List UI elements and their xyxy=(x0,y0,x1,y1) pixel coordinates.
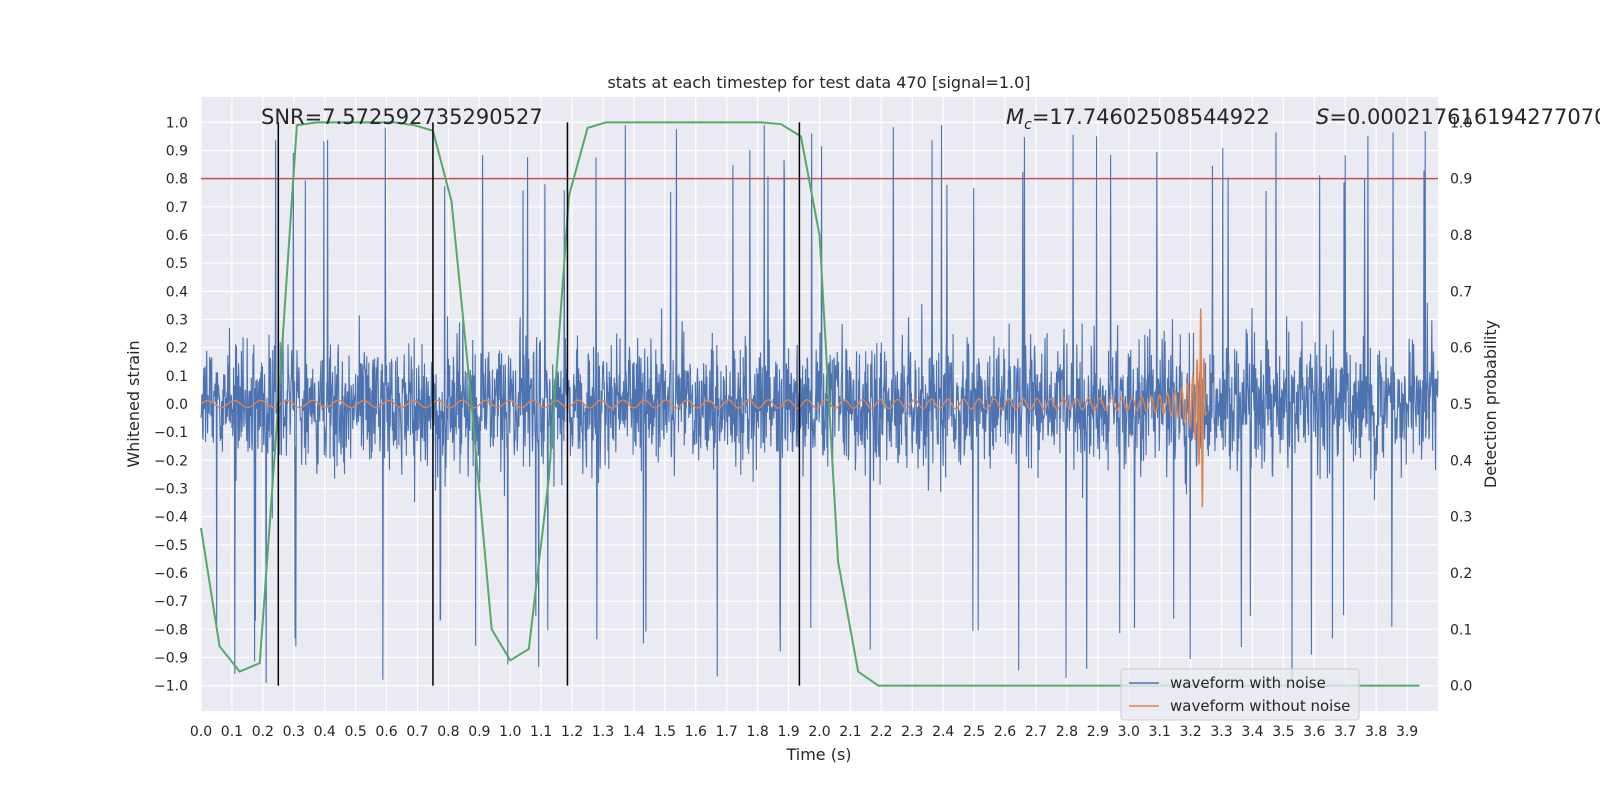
y-tick-label: −0.8 xyxy=(154,622,188,638)
x-tick-label: 3.2 xyxy=(1179,724,1201,740)
x-tick-label: 3.5 xyxy=(1272,724,1294,740)
y-tick-label: 0.5 xyxy=(166,256,188,272)
x-tick-label: 3.7 xyxy=(1334,724,1356,740)
y-tick-label: −0.6 xyxy=(154,566,188,582)
x-tick-label: 2.6 xyxy=(994,724,1016,740)
x-tick-label: 2.2 xyxy=(870,724,892,740)
y-tick-label: −0.1 xyxy=(154,425,188,441)
y-tick-label: −1.0 xyxy=(154,679,188,695)
x-tick-label: 1.5 xyxy=(654,724,676,740)
y-axis-label: Whitened strain xyxy=(124,340,143,467)
y2-tick-label: 0.5 xyxy=(1450,397,1472,413)
x-tick-label: 3.3 xyxy=(1210,724,1232,740)
s-annotation: S=0.00021761619427707046 xyxy=(1316,105,1600,129)
y-tick-label: 0.6 xyxy=(166,228,188,244)
noise-waveform-line xyxy=(200,125,1439,683)
x-tick-label: 2.9 xyxy=(1087,724,1109,740)
mc-symbol: M xyxy=(1006,105,1024,129)
s-symbol: S xyxy=(1316,105,1329,129)
y-tick-label: −0.9 xyxy=(154,650,188,666)
noise-series xyxy=(200,125,1439,683)
y-tick-label: 0.4 xyxy=(166,284,188,300)
y-tick-label: 0.3 xyxy=(166,313,188,329)
chart-title: stats at each timestep for test data 470… xyxy=(607,73,1030,92)
x-tick-label: 1.6 xyxy=(685,724,707,740)
s-value: =0.00021761619427707046 xyxy=(1329,105,1600,129)
legend-label-noise: waveform with noise xyxy=(1170,674,1326,692)
x-tick-label: 0.9 xyxy=(468,724,490,740)
x-tick-label: 1.3 xyxy=(592,724,614,740)
x-tick-label: 0.5 xyxy=(344,724,366,740)
x-tick-label: 0.0 xyxy=(190,724,212,740)
x-tick-label: 0.2 xyxy=(252,724,274,740)
y2-tick-label: 0.8 xyxy=(1450,228,1472,244)
x-tick-label: 3.6 xyxy=(1303,724,1325,740)
y2-tick-label: 1.0 xyxy=(1450,115,1472,131)
y-tick-label: −0.4 xyxy=(154,510,188,526)
x-tick-label: 0.4 xyxy=(314,724,336,740)
x-tick-label: 1.8 xyxy=(747,724,769,740)
mc-value: =17.74602508544922 xyxy=(1032,105,1270,129)
y2-tick-label: 0.3 xyxy=(1450,510,1472,526)
x-tick-label: 1.0 xyxy=(499,724,521,740)
x-tick-label: 3.9 xyxy=(1396,724,1418,740)
x-tick-label: 0.1 xyxy=(221,724,243,740)
y2-tick-label: 0.4 xyxy=(1450,453,1472,469)
snr-annotation: SNR=7.572592735290527 xyxy=(261,105,543,129)
x-tick-label: 1.2 xyxy=(561,724,583,740)
y-tick-label: 0.1 xyxy=(166,369,188,385)
x-tick-label: 1.9 xyxy=(777,724,799,740)
vertical-markers xyxy=(277,122,801,686)
x-tick-label: 2.0 xyxy=(808,724,830,740)
y-tick-label: 0.2 xyxy=(166,341,188,357)
x-tick-label: 1.4 xyxy=(623,724,645,740)
y2-tick-label: 0.0 xyxy=(1450,679,1472,695)
y2-tick-label: 0.7 xyxy=(1450,284,1472,300)
mc-subscript: c xyxy=(1024,117,1032,133)
y-tick-label: 0.7 xyxy=(166,200,188,216)
y2-tick-label: 0.9 xyxy=(1450,172,1472,188)
x-tick-label: 1.1 xyxy=(530,724,552,740)
y-tick-label: −0.7 xyxy=(154,594,188,610)
y-tick-label: 0.9 xyxy=(166,144,188,160)
clean-waveform-line xyxy=(200,308,1207,508)
y-tick-label: 0.0 xyxy=(166,397,188,413)
x-tick-labels: 0.0 0.1 0.2 0.3 0.4 0.5 0.6 0.7 0.8 0.9 1.0 1.1 1.2 1… xyxy=(190,724,1418,740)
x-tick-label: 2.1 xyxy=(839,724,861,740)
x-tick-label: 0.7 xyxy=(406,724,428,740)
x-tick-label: 0.8 xyxy=(437,724,459,740)
x-tick-label: 2.7 xyxy=(1025,724,1047,740)
legend: waveform with noise waveform without noi… xyxy=(1120,668,1360,721)
x-tick-label: 2.8 xyxy=(1056,724,1078,740)
mc-annotation: Mc=17.74602508544922 xyxy=(1006,105,1270,133)
y2-tick-label: 0.2 xyxy=(1450,566,1472,582)
legend-label-clean: waveform without noise xyxy=(1170,697,1350,715)
x-tick-label: 2.4 xyxy=(932,724,954,740)
y-tick-label: 1.0 xyxy=(166,115,188,131)
x-tick-label: 0.6 xyxy=(375,724,397,740)
y-tick-label: 0.8 xyxy=(166,172,188,188)
legend-box xyxy=(1120,668,1360,721)
x-tick-label: 3.4 xyxy=(1241,724,1263,740)
x-tick-label: 3.0 xyxy=(1118,724,1140,740)
y2-tick-labels: 1.0 0.9 0.8 0.7 0.6 0.5 0.4 0.3 0.2 0.1 0.0 xyxy=(1450,115,1472,694)
x-tick-label: 3.8 xyxy=(1365,724,1387,740)
x-tick-label: 2.5 xyxy=(963,724,985,740)
y2-tick-label: 0.6 xyxy=(1450,341,1472,357)
y-tick-labels: 1.0 0.9 0.8 0.7 0.6 0.5 0.4 0.3 0.2 0.1 0.0 −0.1 −0.… xyxy=(154,115,188,694)
y2-tick-label: 0.1 xyxy=(1450,622,1472,638)
x-tick-label: 3.1 xyxy=(1149,724,1171,740)
x-tick-label: 1.7 xyxy=(716,724,738,740)
y-tick-label: −0.2 xyxy=(154,453,188,469)
chirp-series xyxy=(200,308,1207,508)
y2-axis-label: Detection probability xyxy=(1481,320,1500,488)
x-tick-label: 2.3 xyxy=(901,724,923,740)
x-axis-label: Time (s) xyxy=(785,745,851,764)
y-tick-label: −0.5 xyxy=(154,538,188,554)
x-tick-label: 0.3 xyxy=(283,724,305,740)
y-tick-label: −0.3 xyxy=(154,481,188,497)
